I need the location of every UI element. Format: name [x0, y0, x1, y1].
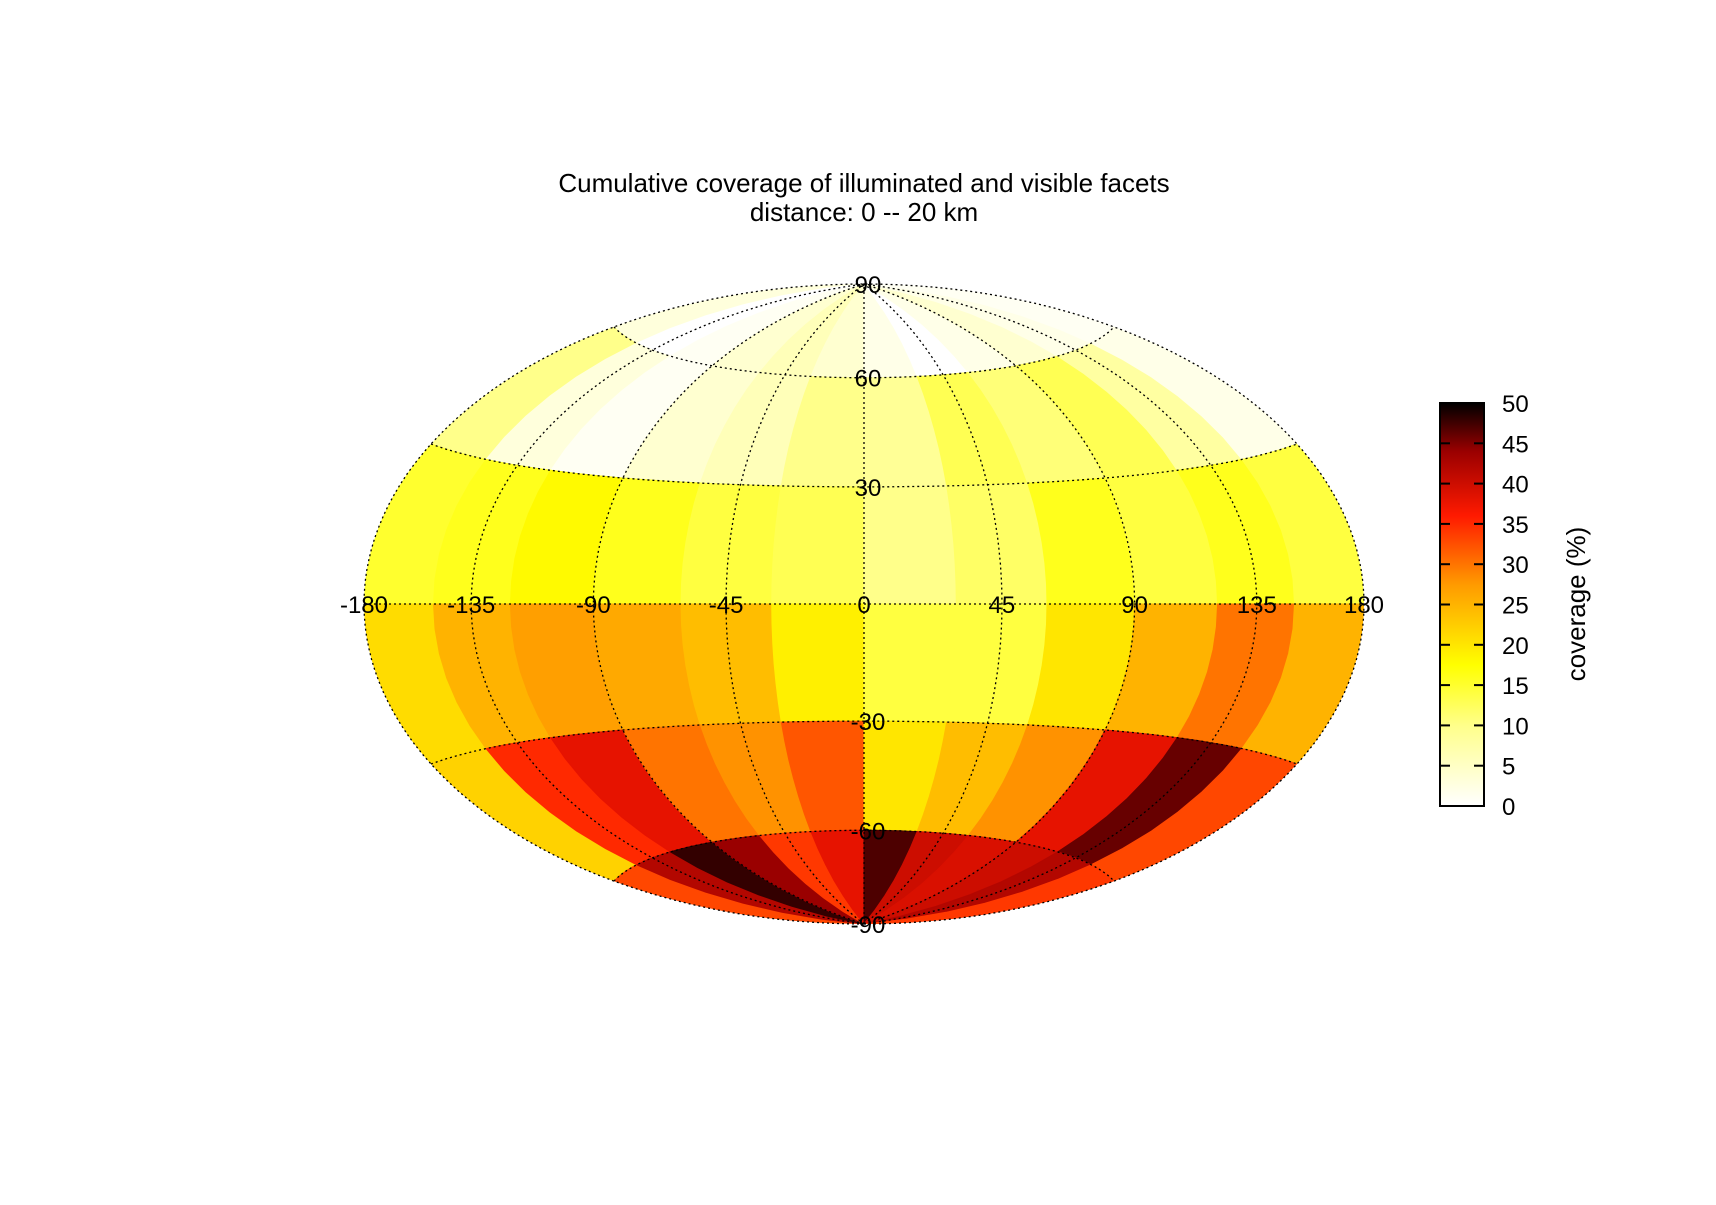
- longitude-tick-label: 45: [989, 592, 1016, 619]
- colorbar-tick-label: 5: [1502, 754, 1515, 781]
- colorbar: 0 5 10 15 20 25 30 35 40 45 50 coverage (%): [1439, 391, 1591, 821]
- longitude-tick-label: 135: [1237, 592, 1277, 619]
- meridian-line: [863, 283, 1003, 925]
- colorbar-tick-label: 25: [1502, 593, 1529, 620]
- longitude-tick-label: 90: [1121, 592, 1148, 619]
- colorbar-label: coverage (%): [1561, 527, 1591, 682]
- colorbar-tick-label: 30: [1502, 552, 1529, 579]
- colorbar-tick-label: 15: [1502, 673, 1529, 700]
- latitude-tick-label: -60: [851, 818, 886, 845]
- heatmap-cell: [680, 603, 782, 726]
- latitude-tick-label: 30: [855, 475, 882, 502]
- latitude-tick-label: -90: [851, 912, 886, 939]
- colorbar-tick-label: 35: [1502, 512, 1529, 539]
- longitude-tick-label: -135: [447, 592, 495, 619]
- colorbar-ticks: 0 5 10 15 20 25 30 35 40 45 50: [1440, 391, 1529, 821]
- latitude-tick-label: 60: [855, 366, 882, 393]
- heatmap-cell: [863, 485, 957, 605]
- graticule: [363, 283, 1365, 925]
- parallel-line: [613, 326, 1115, 379]
- meridian-line: [863, 283, 1258, 925]
- meridian-line: [863, 283, 1365, 925]
- longitude-tick-label: 0: [857, 592, 870, 619]
- chart-title: Cumulative coverage of illuminated and v…: [558, 168, 1169, 198]
- colorbar-tick-label: 10: [1502, 713, 1529, 740]
- heatmap-cell: [771, 485, 865, 605]
- latitude-tick-label: 90: [855, 272, 882, 299]
- latitude-tick-label: -30: [851, 709, 886, 736]
- parallel-line: [430, 443, 1298, 488]
- longitude-tick-label: -180: [340, 592, 388, 619]
- latitude-tick-labels: 90 60 30 -30 -60 -90: [851, 272, 886, 939]
- meridian-line: [470, 283, 865, 925]
- colorbar-tick-label: 50: [1502, 391, 1529, 418]
- longitude-tick-label: -90: [576, 592, 611, 619]
- heatmap-cell: [946, 603, 1048, 726]
- colorbar-tick-label: 45: [1502, 431, 1529, 458]
- heatmap-cell: [680, 482, 782, 605]
- heatmap-cell: [771, 603, 865, 723]
- parallel-line: [430, 720, 1298, 765]
- colorbar-tick-label: 20: [1502, 633, 1529, 660]
- heatmap-cell: [946, 482, 1048, 605]
- chart-subtitle: distance: 0 -- 20 km: [750, 197, 978, 227]
- parallel-line: [613, 829, 1115, 882]
- heatmap-cell: [863, 603, 957, 723]
- longitude-tick-labels: -180 -135 -90 -45 0 45 90 135 180: [340, 592, 1384, 619]
- colorbar-tick-label: 40: [1502, 472, 1529, 499]
- longitude-tick-label: 180: [1344, 592, 1384, 619]
- colorbar-tick-label: 0: [1502, 794, 1515, 821]
- longitude-tick-label: -45: [709, 592, 744, 619]
